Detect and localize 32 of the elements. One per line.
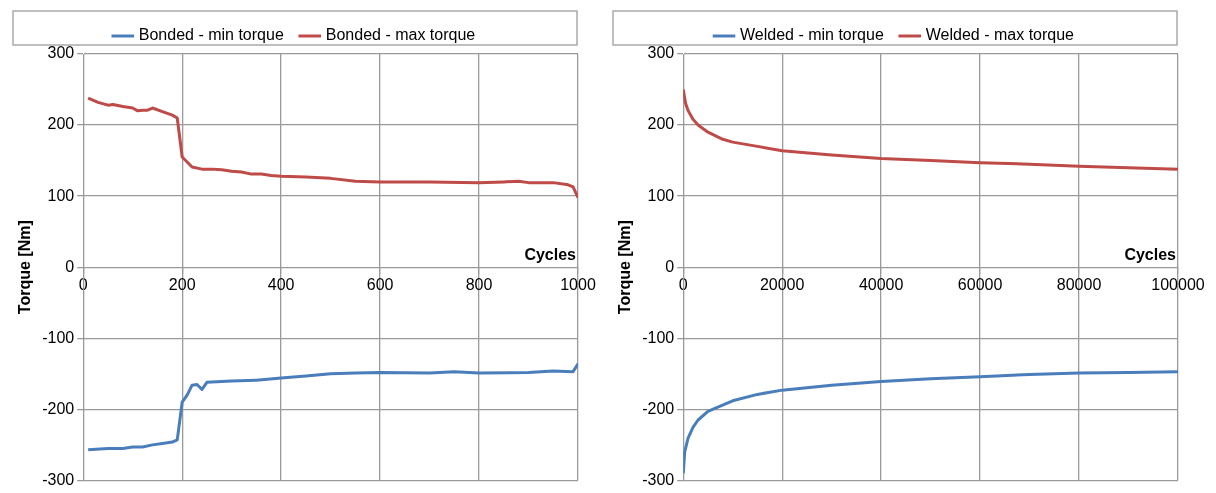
y-tick-label: 300 bbox=[47, 44, 75, 62]
x-axis-title: Cycles bbox=[524, 245, 577, 263]
y-tick-label: 300 bbox=[647, 44, 675, 62]
legend-label: Bonded - max torque bbox=[325, 26, 476, 44]
x-tick-label: 800 bbox=[465, 276, 493, 294]
x-tick-label: 40000 bbox=[858, 276, 904, 294]
x-tick-label: 100000 bbox=[1151, 276, 1205, 294]
y-axis-title: Torque [Nm] bbox=[16, 220, 34, 315]
x-tick-label: 60000 bbox=[957, 276, 1003, 294]
legend-label: Welded - min torque bbox=[740, 26, 884, 44]
y-axis-title: Torque [Nm] bbox=[616, 220, 634, 315]
y-tick-label: -200 bbox=[42, 399, 75, 417]
y-tick-label: 200 bbox=[647, 115, 675, 133]
y-tick-label: -200 bbox=[642, 399, 675, 417]
x-tick-label: 200 bbox=[168, 276, 196, 294]
y-tick-label: -300 bbox=[42, 470, 75, 488]
y-tick-label: 0 bbox=[665, 257, 675, 275]
x-tick-label: 80000 bbox=[1056, 276, 1102, 294]
legend-label: Bonded - min torque bbox=[138, 26, 284, 44]
x-tick-label: 600 bbox=[366, 276, 394, 294]
y-tick-label: 100 bbox=[47, 186, 75, 204]
y-tick-label: 100 bbox=[647, 186, 675, 204]
y-tick-label: 0 bbox=[65, 257, 75, 275]
x-tick-label: 400 bbox=[267, 276, 295, 294]
x-tick-label: 1000 bbox=[560, 276, 596, 294]
y-tick-label: -300 bbox=[642, 470, 675, 488]
legend-label: Welded - max torque bbox=[925, 26, 1075, 44]
y-tick-label: 200 bbox=[47, 115, 75, 133]
y-tick-label: -100 bbox=[42, 328, 75, 346]
x-axis-title: Cycles bbox=[1124, 245, 1177, 263]
y-tick-label: -100 bbox=[642, 328, 675, 346]
x-tick-label: 20000 bbox=[759, 276, 805, 294]
